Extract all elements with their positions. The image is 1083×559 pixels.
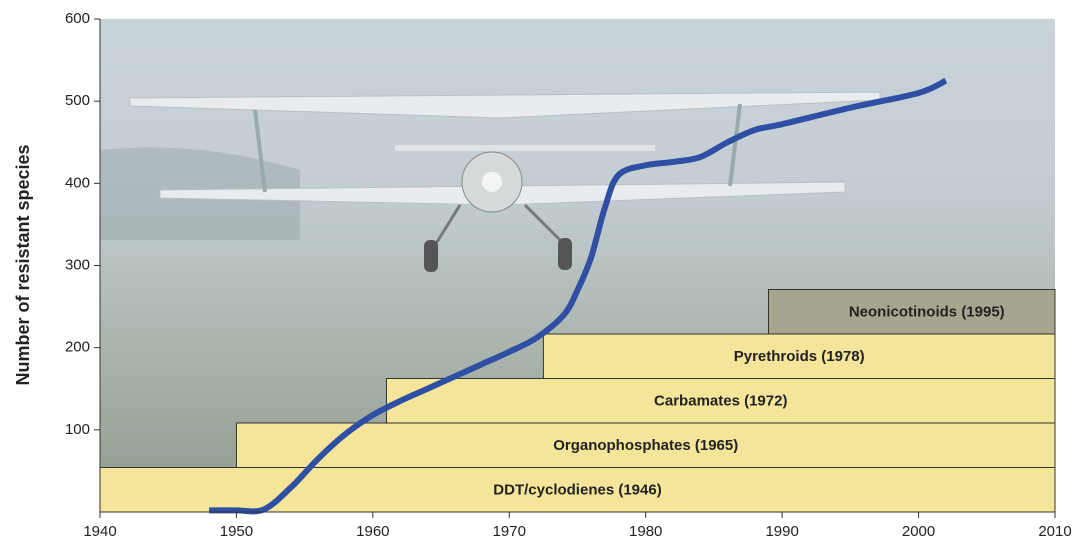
x-tick-label: 1970 [493, 523, 526, 540]
x-tick-label: 1980 [629, 523, 662, 540]
class-label: Neonicotinoids (1995) [849, 304, 1005, 321]
y-tick-label: 300 [65, 256, 90, 273]
y-tick-label: 400 [65, 174, 90, 191]
class-label: Organophosphates (1965) [553, 437, 738, 454]
y-tick-label: 200 [65, 339, 90, 356]
y-tick-label: 500 [65, 92, 90, 109]
y-axis-label: Number of resistant species [13, 144, 33, 385]
chart: DDT/cyclodienes (1946) Organophosphates (… [0, 0, 1083, 554]
x-tick-label: 2000 [902, 523, 935, 540]
x-tick-label: 1950 [220, 523, 253, 540]
y-tick-label: 600 [65, 10, 90, 27]
x-tick-label: 1940 [83, 523, 116, 540]
class-label: DDT/cyclodienes (1946) [493, 482, 661, 499]
x-tick-label: 2010 [1038, 523, 1071, 540]
x-tick-label: 1960 [356, 523, 389, 540]
class-label: Carbamates (1972) [654, 393, 787, 410]
x-tick-label: 1990 [765, 523, 798, 540]
y-tick-label: 100 [65, 421, 90, 438]
class-label: Pyrethroids (1978) [734, 348, 865, 365]
